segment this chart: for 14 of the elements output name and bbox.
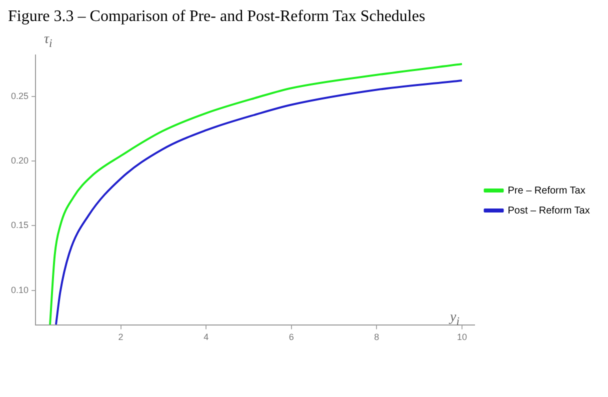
y-tick-label: 0.10 (10, 284, 29, 295)
y-tick-label: 0.20 (10, 155, 29, 166)
y-axis-title: τ$_{i}$ (44, 32, 52, 50)
x-tick-label: 10 (456, 332, 467, 342)
x-tick-label: 4 (204, 332, 209, 342)
y-tick-label: 0.15 (10, 220, 29, 230)
x-tick-label: 2 (118, 332, 124, 342)
x-tick-label: 6 (288, 332, 294, 342)
legend-label: Pre – Reform Tax (508, 185, 586, 196)
chart-title: Figure 3.3 – Comparison of Pre- and Post-Reform Tax Schedules (8, 8, 426, 27)
x-tick-label: 8 (374, 332, 380, 342)
y-tick-label: 0.25 (10, 90, 29, 101)
legend-label: Post – Reform Tax (508, 205, 590, 216)
x-axis-title: y$_{i}$ (450, 310, 460, 328)
